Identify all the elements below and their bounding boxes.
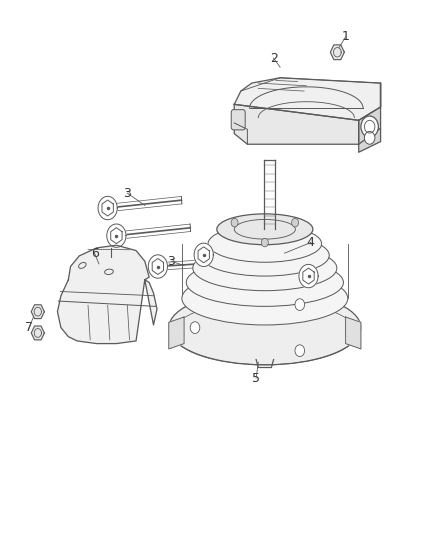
Polygon shape [107,224,126,247]
Polygon shape [234,78,381,120]
Ellipse shape [186,259,343,306]
Polygon shape [31,305,44,319]
Polygon shape [303,268,314,284]
Polygon shape [346,317,361,349]
Text: 1: 1 [342,30,350,43]
Text: 3: 3 [124,187,131,200]
Polygon shape [359,128,381,152]
Circle shape [231,219,238,227]
Ellipse shape [182,272,348,325]
Polygon shape [152,259,163,274]
Polygon shape [194,243,213,266]
Text: 4: 4 [307,236,314,249]
Text: 6: 6 [91,247,99,260]
Polygon shape [98,196,117,220]
Circle shape [190,322,200,334]
Text: 5: 5 [252,372,260,385]
Polygon shape [111,228,122,244]
Ellipse shape [193,246,337,290]
Polygon shape [102,200,113,216]
Polygon shape [198,247,209,263]
Ellipse shape [208,225,321,262]
Ellipse shape [169,290,361,365]
Polygon shape [148,255,167,278]
Text: 3: 3 [167,255,175,268]
Polygon shape [299,264,318,288]
Circle shape [261,238,268,247]
Text: 7: 7 [25,321,33,334]
Polygon shape [169,317,184,349]
Polygon shape [31,326,44,340]
Polygon shape [234,104,359,144]
Ellipse shape [217,214,313,245]
Ellipse shape [201,235,329,276]
Polygon shape [330,45,344,60]
Circle shape [295,345,304,357]
Polygon shape [359,83,381,144]
Polygon shape [57,245,157,344]
Circle shape [361,116,378,138]
Circle shape [295,299,304,310]
Text: 2: 2 [270,52,278,64]
Circle shape [292,219,299,227]
Circle shape [364,132,375,144]
FancyBboxPatch shape [231,110,245,130]
